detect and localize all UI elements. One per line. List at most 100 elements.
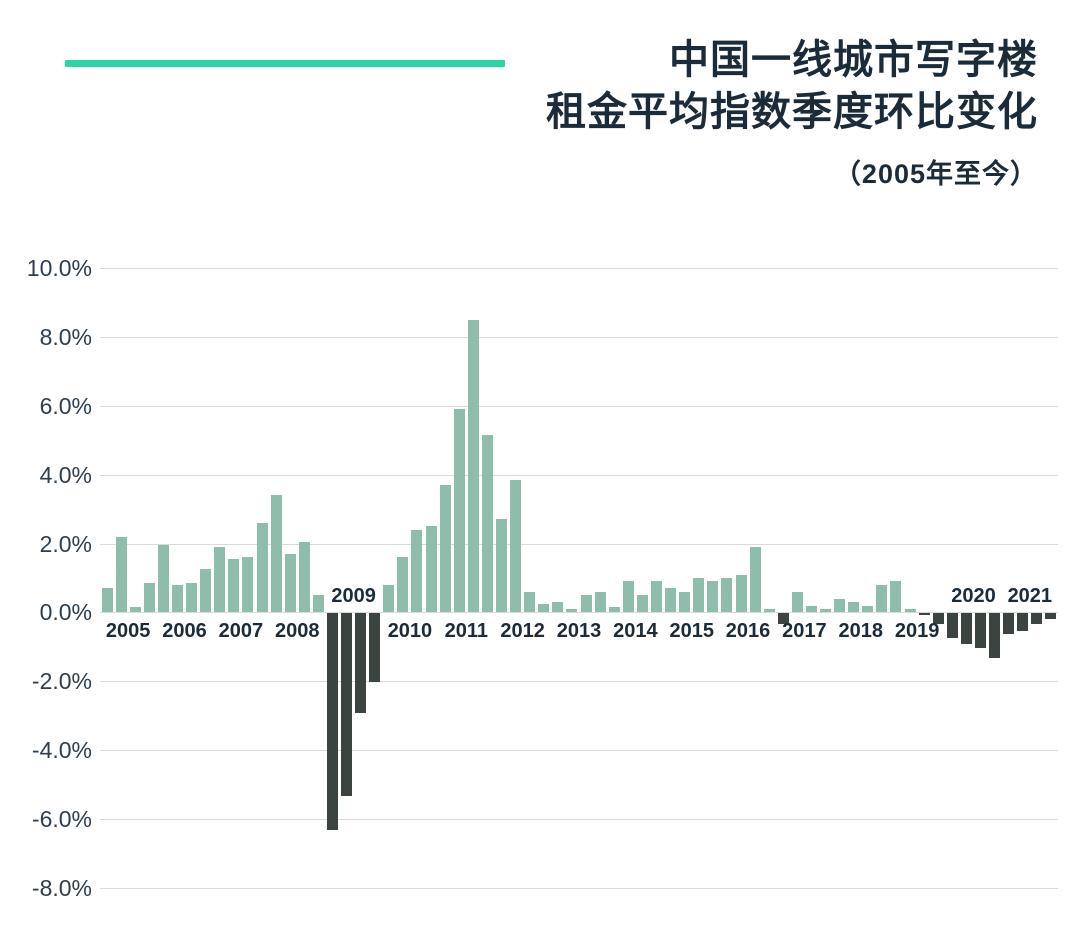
quarter-bar [481, 435, 493, 613]
quarter-bar [791, 591, 803, 613]
gridline [100, 750, 1058, 752]
quarter-bar [214, 547, 226, 613]
quarter-bar [538, 603, 550, 613]
quarter-bar [650, 581, 662, 613]
quarter-bar [242, 557, 254, 613]
quarter-bar [1031, 613, 1043, 624]
quarter-bar [735, 574, 747, 613]
x-axis-year-label: 2013 [556, 620, 602, 643]
quarter-bar [693, 578, 705, 613]
y-axis-tick-label: 0.0% [39, 599, 92, 626]
quarter-bar [228, 559, 240, 613]
chart-header: 中国一线城市写字楼 租金平均指数季度环比变化 （2005年至今） [546, 34, 1038, 191]
y-axis-tick-label: 4.0% [39, 461, 92, 488]
chart-title-line1: 中国一线城市写字楼 [669, 38, 1038, 82]
quarter-bar [834, 598, 846, 613]
x-axis-year-label: 2011 [444, 620, 488, 643]
quarter-bar [200, 569, 212, 613]
x-axis-year-label: 2016 [725, 620, 771, 643]
y-axis-tick-label: -8.0% [31, 875, 92, 901]
quarter-bar [1003, 613, 1015, 635]
quarter-bar [566, 609, 578, 613]
chart-subtitle: （2005年至今） [833, 159, 1038, 189]
quarter-bar [510, 479, 522, 613]
quarter-bar [1017, 613, 1029, 631]
quarter-bar [707, 581, 719, 613]
quarter-bar [636, 595, 648, 613]
gridline [100, 612, 1058, 614]
quarter-bar [622, 581, 634, 613]
quarter-bar [284, 553, 296, 613]
quarter-bar [355, 613, 367, 714]
y-axis-tick-label: -4.0% [31, 737, 92, 764]
quarter-bar [721, 578, 733, 613]
quarter-bar [369, 613, 381, 683]
gridline [100, 819, 1058, 821]
quarter-bar [848, 602, 860, 613]
quarter-bar [608, 607, 620, 613]
y-axis-tick-label: 8.0% [39, 323, 92, 350]
x-axis-year-label: 2008 [274, 620, 320, 643]
quarter-bar [383, 584, 395, 613]
quarter-bar [157, 545, 169, 613]
quarter-bar [805, 605, 817, 613]
x-axis-year-label: 2010 [387, 620, 433, 643]
quarter-bar [665, 588, 677, 613]
gridline [100, 336, 1058, 338]
y-axis-tick-label: -6.0% [31, 806, 92, 833]
quarter-bar [763, 609, 775, 613]
quarter-bar [171, 584, 183, 613]
x-axis-year-label: 2019 [894, 620, 940, 643]
y-axis-tick-label: 10.0% [26, 255, 92, 281]
x-axis-year-label: 2018 [838, 620, 884, 643]
quarter-bar [129, 607, 141, 613]
quarter-bar [298, 541, 310, 613]
x-axis-year-label: 2021 [1007, 585, 1053, 608]
x-axis-year-label: 2005 [105, 620, 151, 643]
quarter-bar [439, 485, 451, 613]
x-axis-year-label: 2006 [162, 620, 207, 643]
gridline [100, 681, 1058, 683]
quarter-bar [115, 536, 127, 613]
quarter-bar [256, 522, 268, 613]
quarter-bar [186, 583, 198, 613]
x-axis-year-label: 2007 [218, 620, 264, 643]
quarter-bar [580, 595, 592, 613]
chart-title-line2: 租金平均指数季度环比变化 [546, 90, 1038, 134]
quarter-bar [862, 605, 874, 613]
x-axis-year-label: 2009 [331, 585, 376, 608]
quarter-bar [777, 613, 789, 624]
x-axis-year-label: 2015 [669, 620, 714, 643]
quarter-bar [496, 519, 507, 613]
quarter-bar [890, 581, 902, 613]
accent-line [65, 60, 505, 67]
quarter-bar [397, 557, 409, 613]
quarter-bar [989, 613, 1001, 659]
quarter-bar [932, 613, 944, 624]
x-axis-year-label: 2020 [951, 585, 996, 608]
y-axis-tick-label: 6.0% [39, 392, 92, 419]
quarter-bar [341, 613, 353, 796]
quarter-bar [326, 613, 338, 831]
quarter-bar [467, 319, 479, 613]
x-axis-year-label: 2014 [613, 620, 658, 643]
quarter-bar [594, 591, 606, 613]
quarter-bar [411, 529, 423, 613]
quarter-bar [552, 602, 564, 613]
quarter-bar [143, 583, 155, 613]
quarter-bar [975, 613, 986, 648]
quarter-bar [679, 591, 691, 613]
y-axis-tick-label: 2.0% [39, 530, 92, 557]
quarter-bar [960, 613, 972, 645]
quarter-bar [749, 547, 761, 613]
quarter-bar [425, 526, 437, 613]
quarter-bar [820, 609, 832, 613]
gridline [100, 888, 1058, 889]
quarter-bar [876, 584, 888, 613]
gridline [100, 405, 1058, 407]
x-axis-year-label: 2012 [500, 620, 545, 643]
gridline [100, 268, 1058, 269]
x-axis-year-label: 2017 [782, 620, 827, 643]
quarter-bar [270, 495, 282, 613]
quarter-bar [101, 588, 113, 613]
